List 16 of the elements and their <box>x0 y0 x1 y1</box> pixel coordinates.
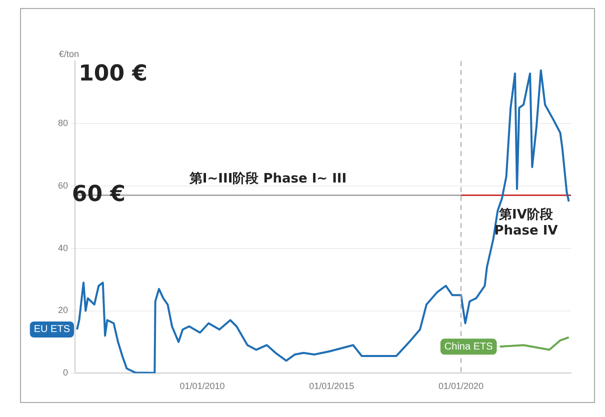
x-tick-label: 01/01/2010 <box>180 381 225 392</box>
series-label: EU ETS <box>34 324 70 336</box>
annotation: 60 € <box>72 182 126 207</box>
y-tick-label: 0 <box>62 368 68 378</box>
y-tick-label: 20 <box>58 305 68 316</box>
x-tick-label: 01/01/2015 <box>309 381 354 392</box>
series-label: China ETS <box>444 341 494 352</box>
y-tick-label: 80 <box>58 118 68 128</box>
annotation: 第IV阶段 <box>498 208 554 223</box>
y-tick-label: 60 <box>58 180 68 190</box>
y-tick-label: 40 <box>58 242 68 253</box>
y-axis-title: €/ton <box>58 48 80 59</box>
annotation: Phase IV <box>494 224 558 239</box>
x-tick-label: 01/01/2020 <box>438 381 484 392</box>
annotation: 第I~III阶段 Phase I~ III <box>188 172 347 187</box>
annotation: 100 € <box>78 62 148 87</box>
